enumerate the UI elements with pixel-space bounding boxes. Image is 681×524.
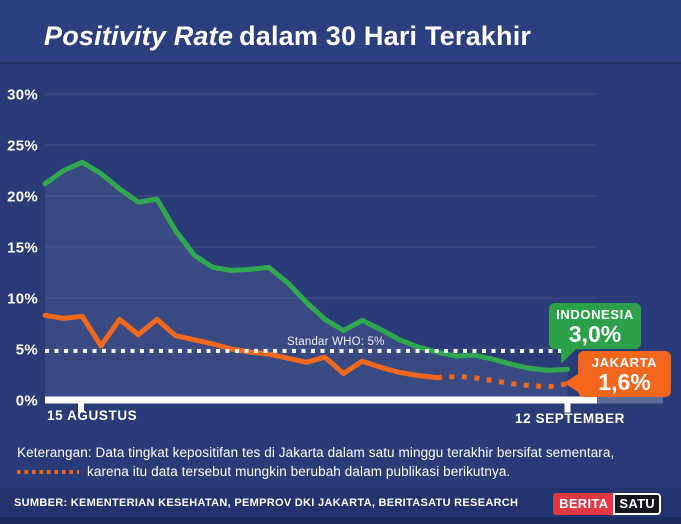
beritasatu-logo: BERITA SATU <box>553 493 661 515</box>
y-axis-label: 30% <box>7 86 38 104</box>
header-band <box>0 0 681 63</box>
y-axis-label: 15% <box>7 239 38 257</box>
who-standard-label: Standar WHO: 5% <box>287 336 385 348</box>
jakarta-label: JAKARTA <box>591 355 658 370</box>
page-title-rest: dalam 30 Hari Terakhir <box>239 21 532 51</box>
jakarta-value: 1,6% <box>598 369 651 395</box>
legend-badge-jakarta: JAKARTA 1,6% <box>564 351 671 397</box>
page-title-italic: Positivity Rate <box>44 21 234 51</box>
footnote: Keterangan: Data tingkat kepositifan tes… <box>17 443 672 481</box>
logo-satu: SATU <box>613 493 661 515</box>
y-axis-label: 25% <box>7 137 38 155</box>
footnote-line1: Keterangan: Data tingkat kepositifan tes… <box>17 445 615 460</box>
jakarta-badge-pointer-icon <box>564 374 578 392</box>
bottom-strip <box>0 517 681 524</box>
y-axis-labels: 30% 25% 20% 15% 10% 5% 0% <box>0 0 38 420</box>
source-text: SUMBER: KEMENTERIAN KESEHATAN, PEMPROV D… <box>14 496 519 509</box>
x-axis-label-end: 12 SEPTEMBER <box>515 411 625 426</box>
legend-badge-indonesia: INDONESIA 3,0% <box>549 303 641 364</box>
page-title: Positivity Rate dalam 30 Hari Terakhir <box>44 21 531 52</box>
footnote-line2: karena itu data tersebut mungkin berubah… <box>87 464 511 479</box>
x-axis-label-start: 15 AGUSTUS <box>47 408 138 423</box>
y-axis-label: 0% <box>15 392 38 410</box>
indonesia-label: INDONESIA <box>556 307 634 322</box>
indonesia-badge-pointer-icon <box>561 349 576 364</box>
y-axis-label: 20% <box>7 188 38 206</box>
note-dotted-line-icon <box>17 469 79 474</box>
header-divider <box>0 62 681 64</box>
y-axis-label: 10% <box>7 290 38 308</box>
logo-berita: BERITA <box>553 493 614 515</box>
y-axis-label: 5% <box>15 341 38 359</box>
indonesia-value: 3,0% <box>568 321 622 347</box>
